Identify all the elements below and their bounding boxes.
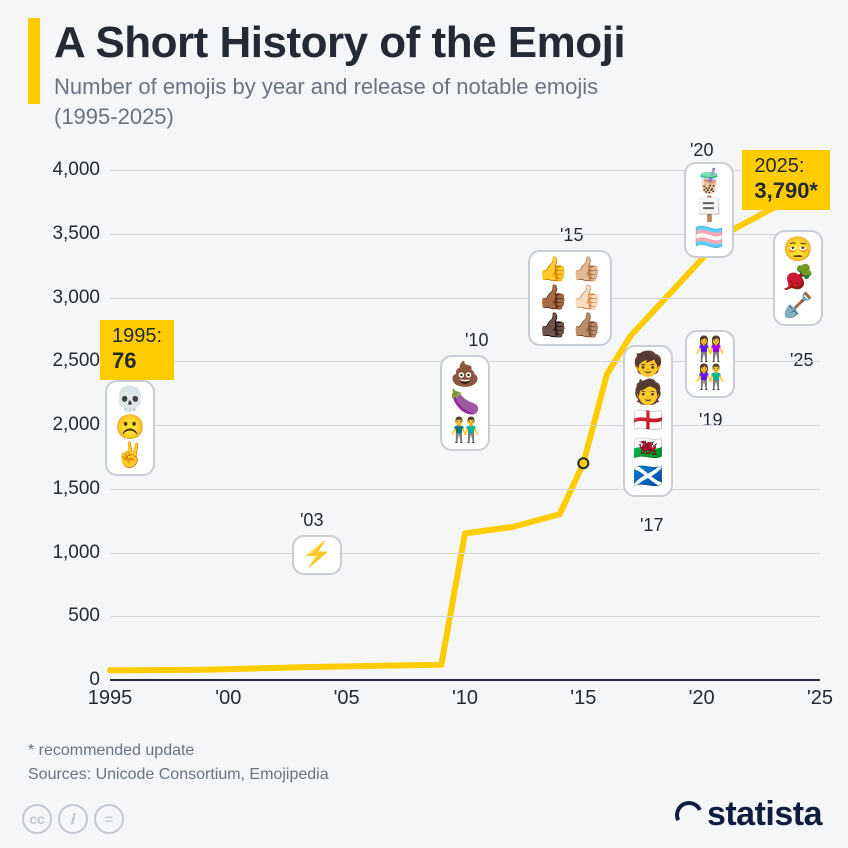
emoji-glyph: 🏴󠁧󠁢󠁥󠁮󠁧󠁿 <box>633 409 663 433</box>
emoji-glyph: 👍🏼 <box>572 258 602 282</box>
emoji-glyph: 🧑 <box>633 381 663 405</box>
y-axis-label: 500 <box>40 605 100 627</box>
year-tag-2020: '20 <box>690 140 713 161</box>
cc-by-icon: 𝒊 <box>58 804 88 834</box>
x-axis-label: '10 <box>452 687 478 710</box>
x-axis-label: '05 <box>334 687 360 710</box>
y-axis-label: 2,500 <box>40 350 100 372</box>
emoji-glyph: 👍🏻 <box>572 286 602 310</box>
emoji-glyph: 🧋 <box>694 170 724 194</box>
callout-1995: 💀 ☹️ ✌️ <box>105 380 155 476</box>
emoji-glyph: 👭 <box>695 338 725 362</box>
emoji-glyph: ☹️ <box>115 416 145 440</box>
statista-logo: statista <box>675 795 822 834</box>
subtitle-line-2: (1995-2025) <box>54 102 598 132</box>
y-axis-label: 3,500 <box>40 223 100 245</box>
plot-area: 1995: 76 2025: 3,790* 💀☹️✌️ '03 ⚡ '10 💩🍆… <box>110 170 820 680</box>
emoji-glyph: 👍 <box>538 258 568 282</box>
emoji-glyph: 🍆 <box>450 391 480 415</box>
cc-icon: cc <box>22 804 52 834</box>
callout-2003: ⚡ <box>292 535 342 575</box>
grid-line <box>110 298 820 299</box>
emoji-glyph: 🫜 <box>783 266 813 290</box>
emoji-glyph: ✌️ <box>115 444 145 468</box>
year-tag-2017: '17 <box>640 515 663 536</box>
title-accent-bar <box>28 18 40 104</box>
callout-2020: 🧋 🪧 🏳️‍⚧️ <box>684 162 734 258</box>
x-axis-label: '20 <box>689 687 715 710</box>
statista-logo-icon <box>671 797 707 833</box>
y-axis-label: 4,000 <box>40 159 100 181</box>
grid-line <box>110 489 820 490</box>
highlight-start: 1995: 76 <box>100 320 174 380</box>
emoji-glyph: 💩 <box>450 363 480 387</box>
callout-2019: 👭👫 <box>685 330 735 398</box>
cc-license-icons: cc 𝒊 = <box>22 804 124 834</box>
emoji-glyph: ⚡ <box>302 543 332 567</box>
emoji-glyph: 👬 <box>450 419 480 443</box>
emoji-glyph: 👍🏿 <box>538 314 568 338</box>
y-axis-label: 1,500 <box>40 478 100 500</box>
emoji-glyph: 🪏 <box>783 294 813 318</box>
callout-2015: 👍👍🏼👍🏾👍🏻👍🏿👍🏽 <box>528 250 612 346</box>
cc-nd-icon: = <box>94 804 124 834</box>
emoji-glyph: 🫩 <box>783 238 813 262</box>
page-title: A Short History of the Emoji <box>54 18 625 68</box>
subtitle-line-1: Number of emojis by year and release of … <box>54 72 598 102</box>
statista-logo-text: statista <box>707 795 822 834</box>
callout-2025: 🫩 🫜 🪏 <box>773 230 823 326</box>
footnote: * recommended update <box>28 742 194 760</box>
y-axis-label: 2,000 <box>40 414 100 436</box>
callout-2017: 🧒 🧑 🏴󠁧󠁢󠁥󠁮󠁧󠁿 🏴󠁧󠁢󠁷󠁬󠁳󠁿 🏴󠁧󠁢󠁳󠁣󠁴󠁿 <box>623 345 673 497</box>
callout-2010: 💩 🍆 👬 <box>440 355 490 451</box>
emoji-glyph: 👫 <box>695 366 725 390</box>
year-tag-2015: '15 <box>560 225 583 246</box>
year-tag-2019: '19 <box>699 410 722 431</box>
emoji-glyph: 🧒 <box>633 353 663 377</box>
y-axis-label: 3,000 <box>40 287 100 309</box>
x-axis-label: '00 <box>215 687 241 710</box>
highlight-end-value: 3,790* <box>754 178 818 204</box>
emoji-glyph: 👍🏾 <box>538 286 568 310</box>
x-axis-label: '15 <box>570 687 596 710</box>
y-axis-label: 1,000 <box>40 542 100 564</box>
emoji-glyph: 🪧 <box>694 198 724 222</box>
page-subtitle: Number of emojis by year and release of … <box>54 72 598 131</box>
grid-line <box>110 616 820 617</box>
highlight-start-label: 1995: <box>112 324 162 348</box>
year-tag-2010: '10 <box>465 330 488 351</box>
year-tag-2003: '03 <box>300 510 323 531</box>
highlight-end-label: 2025: <box>754 154 818 178</box>
emoji-glyph: 🏳️‍⚧️ <box>694 226 724 250</box>
chart-container: 1995: 76 2025: 3,790* 💀 ☹️ ✌️ '03 ⚡ '10 💩 🍆… <box>40 150 830 710</box>
emoji-glyph: 💀 <box>115 388 145 412</box>
emoji-glyph: 🏴󠁧󠁢󠁳󠁣󠁴󠁿 <box>633 465 663 489</box>
emoji-glyph: 👍🏽 <box>572 314 602 338</box>
sources: Sources: Unicode Consortium, Emojipedia <box>28 766 329 784</box>
emoji-glyph: 🏴󠁧󠁢󠁷󠁬󠁳󠁿 <box>633 437 663 461</box>
grid-line <box>110 553 820 554</box>
highlight-end: 2025: 3,790* <box>742 150 830 210</box>
x-axis-label: 1995 <box>88 687 133 710</box>
highlight-start-value: 76 <box>112 348 162 374</box>
x-axis-label: '25 <box>807 687 833 710</box>
